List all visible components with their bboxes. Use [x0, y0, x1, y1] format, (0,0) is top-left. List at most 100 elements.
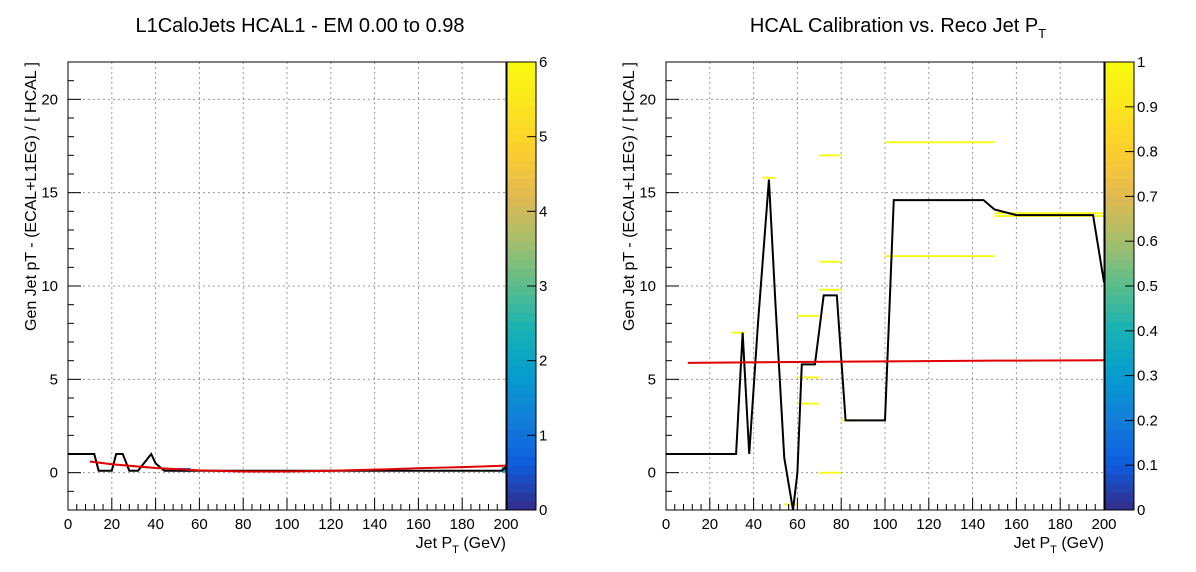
- colorbar-segment: [507, 312, 536, 323]
- colorbar-tick-label: 0.3: [1137, 368, 1158, 385]
- chart-title: HCAL Calibration vs. Reco Jet PT: [750, 15, 1046, 41]
- colorbar-segment: [507, 70, 536, 81]
- colorbar-segment: [507, 151, 536, 161]
- colorbar-segment: [1105, 357, 1134, 368]
- colorbar-segment: [1105, 411, 1134, 421]
- x-tick-label: 20: [701, 516, 718, 533]
- colorbar-segment: [507, 456, 536, 466]
- heatmap-cell: [797, 376, 820, 379]
- colorbar-segment: [1105, 151, 1134, 161]
- colorbar-segment: [1105, 447, 1134, 457]
- colorbar-segment: [1105, 88, 1134, 99]
- colorbar-segment: [507, 384, 536, 394]
- colorbar-segment: [507, 79, 536, 90]
- heatmap-cell: [797, 314, 820, 317]
- colorbar-segment: [1105, 393, 1134, 403]
- colorbar-tick-label: 0.7: [1137, 188, 1158, 205]
- x-tick-label: 200: [493, 516, 518, 533]
- colorbar-segment: [1105, 330, 1134, 341]
- x-tick-label: 60: [191, 516, 208, 533]
- x-axis-label: Jet PT (GeV): [416, 535, 506, 556]
- colorbar-tick-label: 0.1: [1137, 457, 1158, 474]
- colorbar-segment: [1105, 402, 1134, 412]
- colorbar-segment: [1105, 501, 1134, 511]
- fit-line-red: [89, 460, 507, 473]
- colorbar-tick-label: 0.9: [1137, 99, 1158, 116]
- x-axis-label-subscript: T: [1050, 544, 1057, 556]
- colorbar-tick-label: 0.4: [1137, 323, 1158, 340]
- colorbar-segment: [507, 250, 536, 260]
- x-axis-label: Jet PT (GeV): [1014, 535, 1104, 556]
- colorbar-segment: [1105, 420, 1134, 430]
- colorbar-segment: [507, 268, 536, 278]
- colorbar-segment: [1105, 187, 1134, 197]
- colorbar-segment: [507, 178, 536, 188]
- colorbar-segment: [1105, 277, 1134, 287]
- heatmap-cell: [994, 212, 1104, 215]
- colorbar-segment: [507, 438, 536, 448]
- x-tick-label: 160: [1004, 516, 1029, 533]
- colorbar-segment: [1105, 375, 1134, 385]
- colorbar-tick-label: 2: [539, 353, 547, 370]
- heatmap-cell: [819, 471, 842, 474]
- colorbar-segment: [1105, 106, 1134, 117]
- profile-line-black: [68, 452, 507, 472]
- heatmap-cell: [797, 402, 820, 405]
- y-tick-label: 20: [639, 91, 656, 108]
- colorbar-segment: [507, 124, 536, 135]
- heatmap-cell: [885, 255, 995, 258]
- colorbar-segment: [1105, 124, 1134, 135]
- colorbar-segment: [1105, 294, 1134, 305]
- colorbar-segment: [1105, 312, 1134, 323]
- colorbar-segment: [507, 232, 536, 242]
- colorbar-segment: [507, 106, 536, 117]
- colorbar-segment: [507, 303, 536, 314]
- y-axis-label: Gen Jet pT - (ECAL+L1EG) / [ HCAL ]: [23, 62, 40, 331]
- colorbar-tick-label: 0.8: [1137, 144, 1158, 161]
- heatmap-cell: [819, 154, 842, 157]
- colorbar-segment: [1105, 178, 1134, 188]
- colorbar-segment: [1105, 348, 1134, 359]
- colorbar-segment: [1105, 133, 1134, 144]
- chart-title-text: L1CaloJets HCAL1 - EM 0.00 to 0.98: [135, 15, 464, 37]
- x-tick-label: 160: [406, 516, 431, 533]
- colorbar-segment: [507, 366, 536, 376]
- colorbar-segment: [507, 501, 536, 511]
- chart-title: L1CaloJets HCAL1 - EM 0.00 to 0.98: [135, 15, 464, 37]
- colorbar-segment: [1105, 115, 1134, 126]
- colorbar-segment: [507, 160, 536, 170]
- colorbar-segment: [1105, 169, 1134, 179]
- colorbar-segment: [507, 286, 536, 296]
- colorbar-tick-label: 5: [539, 129, 547, 146]
- chart-panel-right: 0 20 40 60 80 100 120 140 160 180 2000510152000.10…: [621, 15, 1158, 556]
- x-tick-label: 200: [1091, 516, 1116, 533]
- y-tick-label: 5: [50, 371, 58, 388]
- y-tick-label: 20: [41, 91, 58, 108]
- profile-line-black: [666, 179, 1105, 511]
- colorbar-segment: [507, 214, 536, 224]
- colorbar-tick-label: 0.2: [1137, 412, 1158, 429]
- heatmap-cell: [762, 176, 776, 179]
- colorbar-segment: [507, 97, 536, 108]
- colorbar-segment: [507, 62, 536, 72]
- colorbar-segment: [507, 205, 536, 215]
- colorbar-segment: [1105, 492, 1134, 502]
- colorbar-segment: [507, 339, 536, 350]
- colorbar-tick-label: 0.6: [1137, 233, 1158, 250]
- colorbar-segment: [507, 474, 536, 484]
- colorbar-segment: [507, 420, 536, 430]
- x-tick-label: 40: [147, 516, 164, 533]
- colorbar-segment: [507, 465, 536, 475]
- x-axis-label-unit: (GeV): [1057, 535, 1104, 552]
- colorbar-segment: [1105, 429, 1134, 439]
- heatmap-cell: [819, 288, 842, 291]
- colorbar-segment: [1105, 142, 1134, 152]
- colorbar-segment: [507, 88, 536, 99]
- colorbar-segment: [507, 133, 536, 144]
- colorbar-segment: [1105, 268, 1134, 278]
- colorbar-segment: [1105, 196, 1134, 206]
- y-tick-label: 15: [639, 185, 656, 202]
- colorbar-segment: [1105, 232, 1134, 242]
- colorbar-segment: [1105, 62, 1134, 72]
